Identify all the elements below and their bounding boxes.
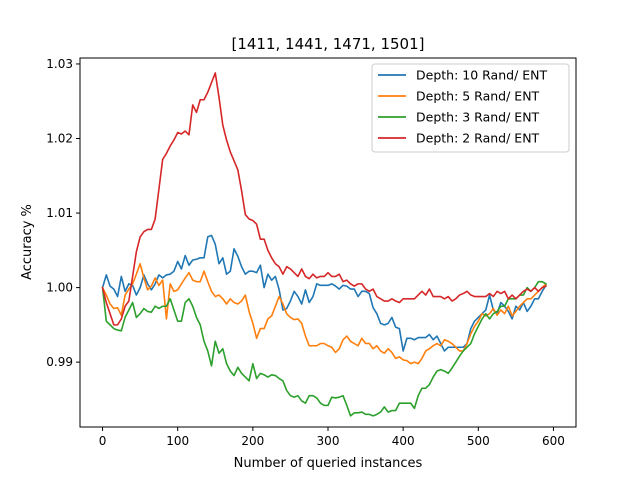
x-tick-label: 600	[542, 434, 565, 448]
legend-box	[371, 63, 570, 153]
y-axis: 0.99 1.00 1.01 1.02 1.03	[46, 57, 80, 369]
x-tick-label: 300	[317, 434, 340, 448]
x-tick-label: 0	[99, 434, 107, 448]
legend-label-1: Depth: 10 Rand/ ENT	[416, 68, 547, 83]
x-axis: 0 100 200 300 400 500 600	[99, 427, 565, 448]
y-axis-label: Accuracy %	[20, 204, 35, 280]
series-line-4	[101, 72, 547, 326]
chart-title: [1411, 1441, 1471, 1501]	[231, 35, 424, 53]
y-tick-label: 1.00	[46, 281, 73, 295]
y-tick-label: 1.02	[46, 132, 73, 146]
series-line-1	[101, 234, 547, 352]
x-tick-label: 400	[392, 434, 415, 448]
x-tick-label: 200	[241, 434, 264, 448]
y-tick-label: 1.03	[46, 57, 73, 71]
series-line-3	[101, 280, 547, 417]
series-layer	[101, 72, 547, 417]
x-axis-label: Number of queried instances	[234, 456, 423, 471]
y-tick-label: 0.99	[46, 355, 73, 369]
x-tick-label: 500	[467, 434, 490, 448]
legend-label-3: Depth: 3 Rand/ ENT	[416, 110, 540, 125]
legend: Depth: 10 Rand/ ENT Depth: 5 Rand/ ENT Dep…	[371, 63, 570, 153]
legend-label-4: Depth: 2 Rand/ ENT	[416, 131, 540, 146]
series-line-2	[101, 262, 547, 365]
y-tick-label: 1.01	[46, 206, 73, 220]
x-tick-label: 100	[166, 434, 189, 448]
legend-label-2: Depth: 5 Rand/ ENT	[416, 89, 540, 104]
